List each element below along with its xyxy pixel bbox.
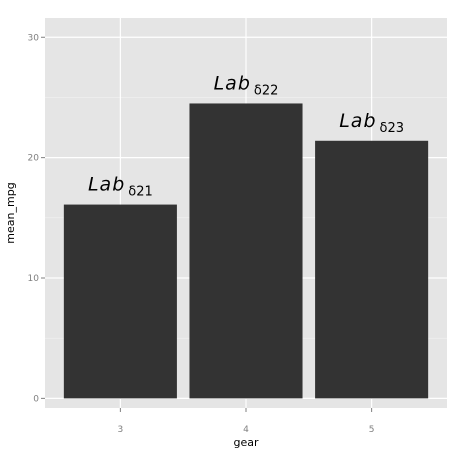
- annotation-sub: δ23: [380, 121, 405, 136]
- annotation-main: Lab: [88, 174, 125, 196]
- y-axis-label: mean_mpg: [4, 182, 17, 243]
- x-axis-label: gear: [233, 436, 258, 449]
- y-tick-label: 0: [33, 394, 39, 404]
- annotation: Lab δ22: [214, 72, 279, 98]
- annotation-sub: δ22: [254, 83, 279, 98]
- annotation: Lab δ23: [339, 110, 404, 136]
- annotation-main: Lab: [214, 72, 251, 94]
- annotation-main: Lab: [339, 110, 376, 132]
- bar: [189, 103, 303, 399]
- y-tick-label: 30: [28, 33, 40, 43]
- bar: [63, 204, 177, 399]
- annotation: Lab δ21: [88, 174, 153, 200]
- x-tick-label: 4: [243, 425, 249, 435]
- y-tick-label: 20: [28, 154, 40, 164]
- x-tick-label: 5: [369, 425, 375, 435]
- y-tick-label: 10: [28, 274, 40, 284]
- annotation-sub: δ21: [128, 185, 153, 200]
- x-tick-label: 3: [118, 425, 124, 435]
- bar: [315, 140, 429, 399]
